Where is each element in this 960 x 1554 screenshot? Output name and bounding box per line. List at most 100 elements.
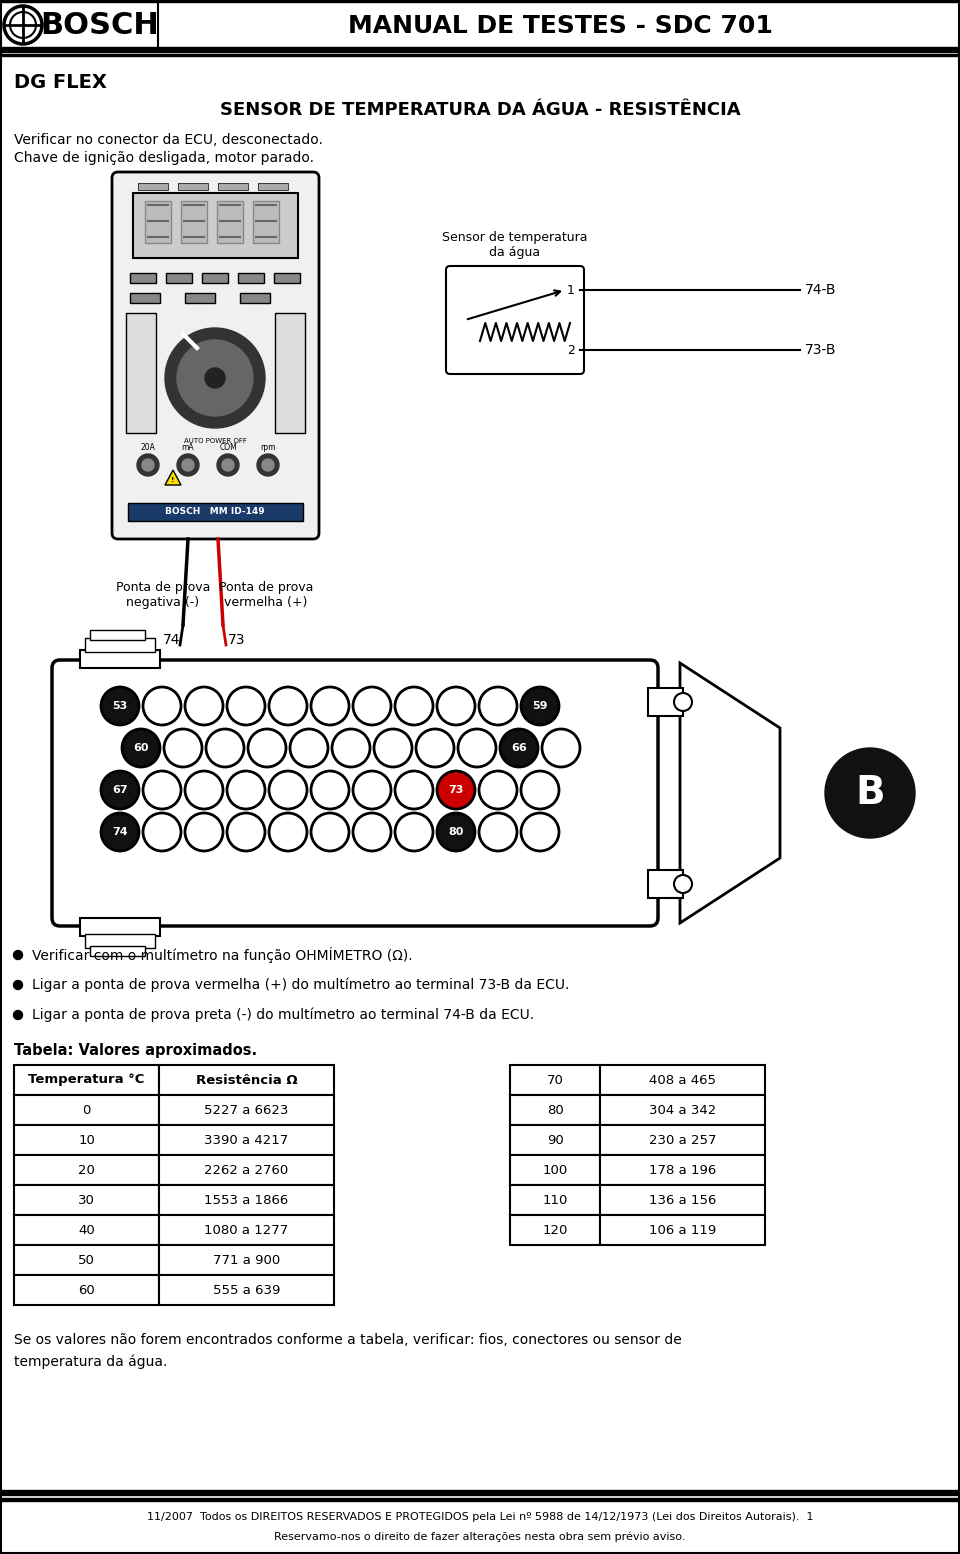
Text: 2: 2 bbox=[567, 343, 575, 356]
Text: 304 a 342: 304 a 342 bbox=[649, 1103, 716, 1116]
Circle shape bbox=[269, 687, 307, 726]
Circle shape bbox=[227, 813, 265, 852]
Bar bbox=[648, 688, 683, 716]
Circle shape bbox=[143, 687, 181, 726]
Bar bbox=[181, 200, 207, 242]
Bar bbox=[600, 1155, 765, 1186]
Bar bbox=[128, 503, 303, 521]
Bar bbox=[218, 183, 248, 190]
Text: 53: 53 bbox=[112, 701, 128, 712]
Text: Verificar com o multímetro na função OHMÍMETRO (Ω).: Verificar com o multímetro na função OHM… bbox=[32, 946, 413, 963]
Text: Chave de ignição desligada, motor parado.: Chave de ignição desligada, motor parado… bbox=[14, 151, 314, 165]
Text: 90: 90 bbox=[546, 1133, 564, 1147]
Text: 74-B: 74-B bbox=[805, 283, 836, 297]
Circle shape bbox=[395, 687, 433, 726]
Bar bbox=[258, 183, 288, 190]
Bar bbox=[510, 1064, 600, 1096]
Bar bbox=[14, 1186, 159, 1215]
Text: 11/2007  Todos os DIREITOS RESERVADOS E PROTEGIDOS pela Lei nº 5988 de 14/12/197: 11/2007 Todos os DIREITOS RESERVADOS E P… bbox=[147, 1512, 813, 1521]
Text: 70: 70 bbox=[546, 1074, 564, 1086]
Circle shape bbox=[227, 771, 265, 810]
Circle shape bbox=[182, 458, 194, 471]
Text: 67: 67 bbox=[112, 785, 128, 796]
Bar bbox=[0, 1490, 960, 1495]
Bar bbox=[130, 274, 156, 283]
Text: COM: COM bbox=[219, 443, 237, 452]
Text: Ponta de prova
vermelha (+): Ponta de prova vermelha (+) bbox=[219, 581, 313, 609]
Text: 1: 1 bbox=[567, 283, 575, 297]
Text: Ligar a ponta de prova vermelha (+) do multímetro ao terminal 73-B da ECU.: Ligar a ponta de prova vermelha (+) do m… bbox=[32, 977, 569, 993]
Circle shape bbox=[13, 951, 22, 959]
Circle shape bbox=[521, 771, 559, 810]
Circle shape bbox=[437, 771, 475, 810]
Circle shape bbox=[185, 813, 223, 852]
Circle shape bbox=[142, 458, 154, 471]
Circle shape bbox=[248, 729, 286, 768]
Bar bbox=[159, 1064, 334, 1096]
Circle shape bbox=[311, 687, 349, 726]
Text: Reservamo-nos o direito de fazer alterações nesta obra sem prévio aviso.: Reservamo-nos o direito de fazer alteraç… bbox=[275, 1532, 685, 1542]
Bar bbox=[14, 1155, 159, 1186]
Bar bbox=[238, 274, 264, 283]
Bar bbox=[600, 1064, 765, 1096]
Bar bbox=[159, 1245, 334, 1274]
Text: 771 a 900: 771 a 900 bbox=[213, 1254, 280, 1267]
Circle shape bbox=[101, 687, 139, 726]
Text: 106 a 119: 106 a 119 bbox=[649, 1223, 716, 1237]
Text: 408 a 465: 408 a 465 bbox=[649, 1074, 716, 1086]
Circle shape bbox=[177, 340, 253, 416]
Text: 10: 10 bbox=[78, 1133, 95, 1147]
Bar bbox=[14, 1274, 159, 1305]
Text: 110: 110 bbox=[542, 1193, 567, 1206]
FancyBboxPatch shape bbox=[446, 266, 584, 375]
Text: 5227 a 6623: 5227 a 6623 bbox=[204, 1103, 289, 1116]
Text: 40: 40 bbox=[78, 1223, 95, 1237]
Circle shape bbox=[311, 771, 349, 810]
Bar bbox=[85, 639, 155, 653]
Circle shape bbox=[222, 458, 234, 471]
Circle shape bbox=[164, 729, 202, 768]
Text: BOSCH   MM ID-149: BOSCH MM ID-149 bbox=[165, 508, 265, 516]
Circle shape bbox=[353, 813, 391, 852]
Text: MANUAL DE TESTES - SDC 701: MANUAL DE TESTES - SDC 701 bbox=[348, 14, 773, 37]
Bar bbox=[600, 1215, 765, 1245]
Text: Resistência Ω: Resistência Ω bbox=[196, 1074, 298, 1086]
Bar bbox=[510, 1186, 600, 1215]
Circle shape bbox=[137, 454, 159, 476]
Bar bbox=[510, 1215, 600, 1245]
Bar bbox=[126, 312, 156, 434]
Circle shape bbox=[332, 729, 370, 768]
Bar bbox=[159, 1096, 334, 1125]
Text: 20A: 20A bbox=[140, 443, 156, 452]
Circle shape bbox=[205, 368, 225, 388]
Bar bbox=[145, 200, 171, 242]
Text: 1080 a 1277: 1080 a 1277 bbox=[204, 1223, 289, 1237]
Circle shape bbox=[479, 687, 517, 726]
Circle shape bbox=[177, 454, 199, 476]
Text: Verificar no conector da ECU, desconectado.: Verificar no conector da ECU, desconecta… bbox=[14, 134, 323, 148]
Bar bbox=[0, 0, 960, 50]
Bar bbox=[133, 193, 298, 258]
Circle shape bbox=[290, 729, 328, 768]
Text: 555 a 639: 555 a 639 bbox=[213, 1284, 280, 1296]
Text: temperatura da água.: temperatura da água. bbox=[14, 1355, 167, 1369]
Circle shape bbox=[674, 875, 692, 894]
Bar bbox=[90, 946, 145, 956]
Circle shape bbox=[257, 454, 279, 476]
Circle shape bbox=[416, 729, 454, 768]
Circle shape bbox=[269, 771, 307, 810]
Bar bbox=[14, 1125, 159, 1155]
Text: 59: 59 bbox=[532, 701, 548, 712]
Bar bbox=[80, 650, 160, 668]
Text: 60: 60 bbox=[133, 743, 149, 754]
Circle shape bbox=[353, 687, 391, 726]
Circle shape bbox=[353, 771, 391, 810]
Bar bbox=[14, 1245, 159, 1274]
Bar bbox=[202, 274, 228, 283]
Circle shape bbox=[269, 813, 307, 852]
Text: 66: 66 bbox=[511, 743, 527, 754]
Circle shape bbox=[521, 813, 559, 852]
FancyBboxPatch shape bbox=[52, 660, 658, 926]
Circle shape bbox=[437, 813, 475, 852]
Bar bbox=[510, 1096, 600, 1125]
